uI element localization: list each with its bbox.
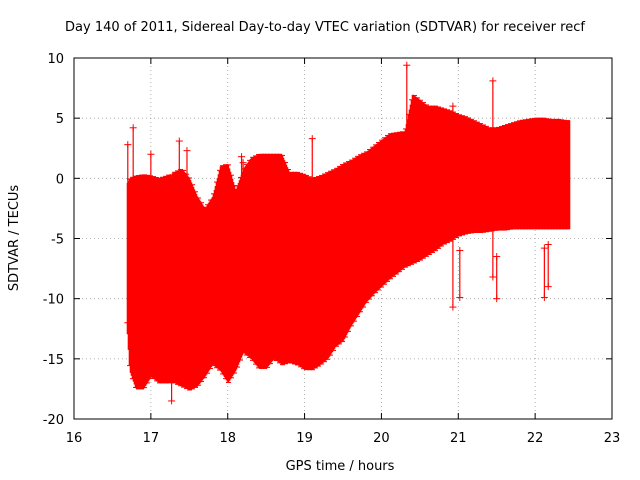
x-tick-label: 16 [66,431,83,446]
x-tick-label: 21 [450,431,467,446]
y-tick-label: -10 [43,293,64,308]
x-tick-label: 23 [604,431,621,446]
y-tick-label: 0 [56,172,64,187]
x-tick-label: 22 [527,431,544,446]
ticks: 16 17 18 19 20 21 22 23 -20 -15 -10 -5 0 5 10 [43,52,621,446]
y-tick-label: -15 [43,353,64,368]
y-tick-label: 10 [47,52,64,67]
y-tick-label: -5 [51,233,64,248]
x-tick-label: 17 [143,431,160,446]
y-tick-label: -20 [43,413,64,428]
data-series-sdtvar [124,61,571,405]
y-axis-title: SDTVAR / TECUs [7,185,22,292]
y-tick-label: 5 [56,112,64,127]
x-tick-label: 19 [296,431,313,446]
x-axis-title: GPS time / hours [286,459,395,474]
x-tick-label: 18 [219,431,236,446]
x-tick-label: 20 [373,431,390,446]
chart-title: Day 140 of 2011, Sidereal Day-to-day VTE… [65,20,585,35]
